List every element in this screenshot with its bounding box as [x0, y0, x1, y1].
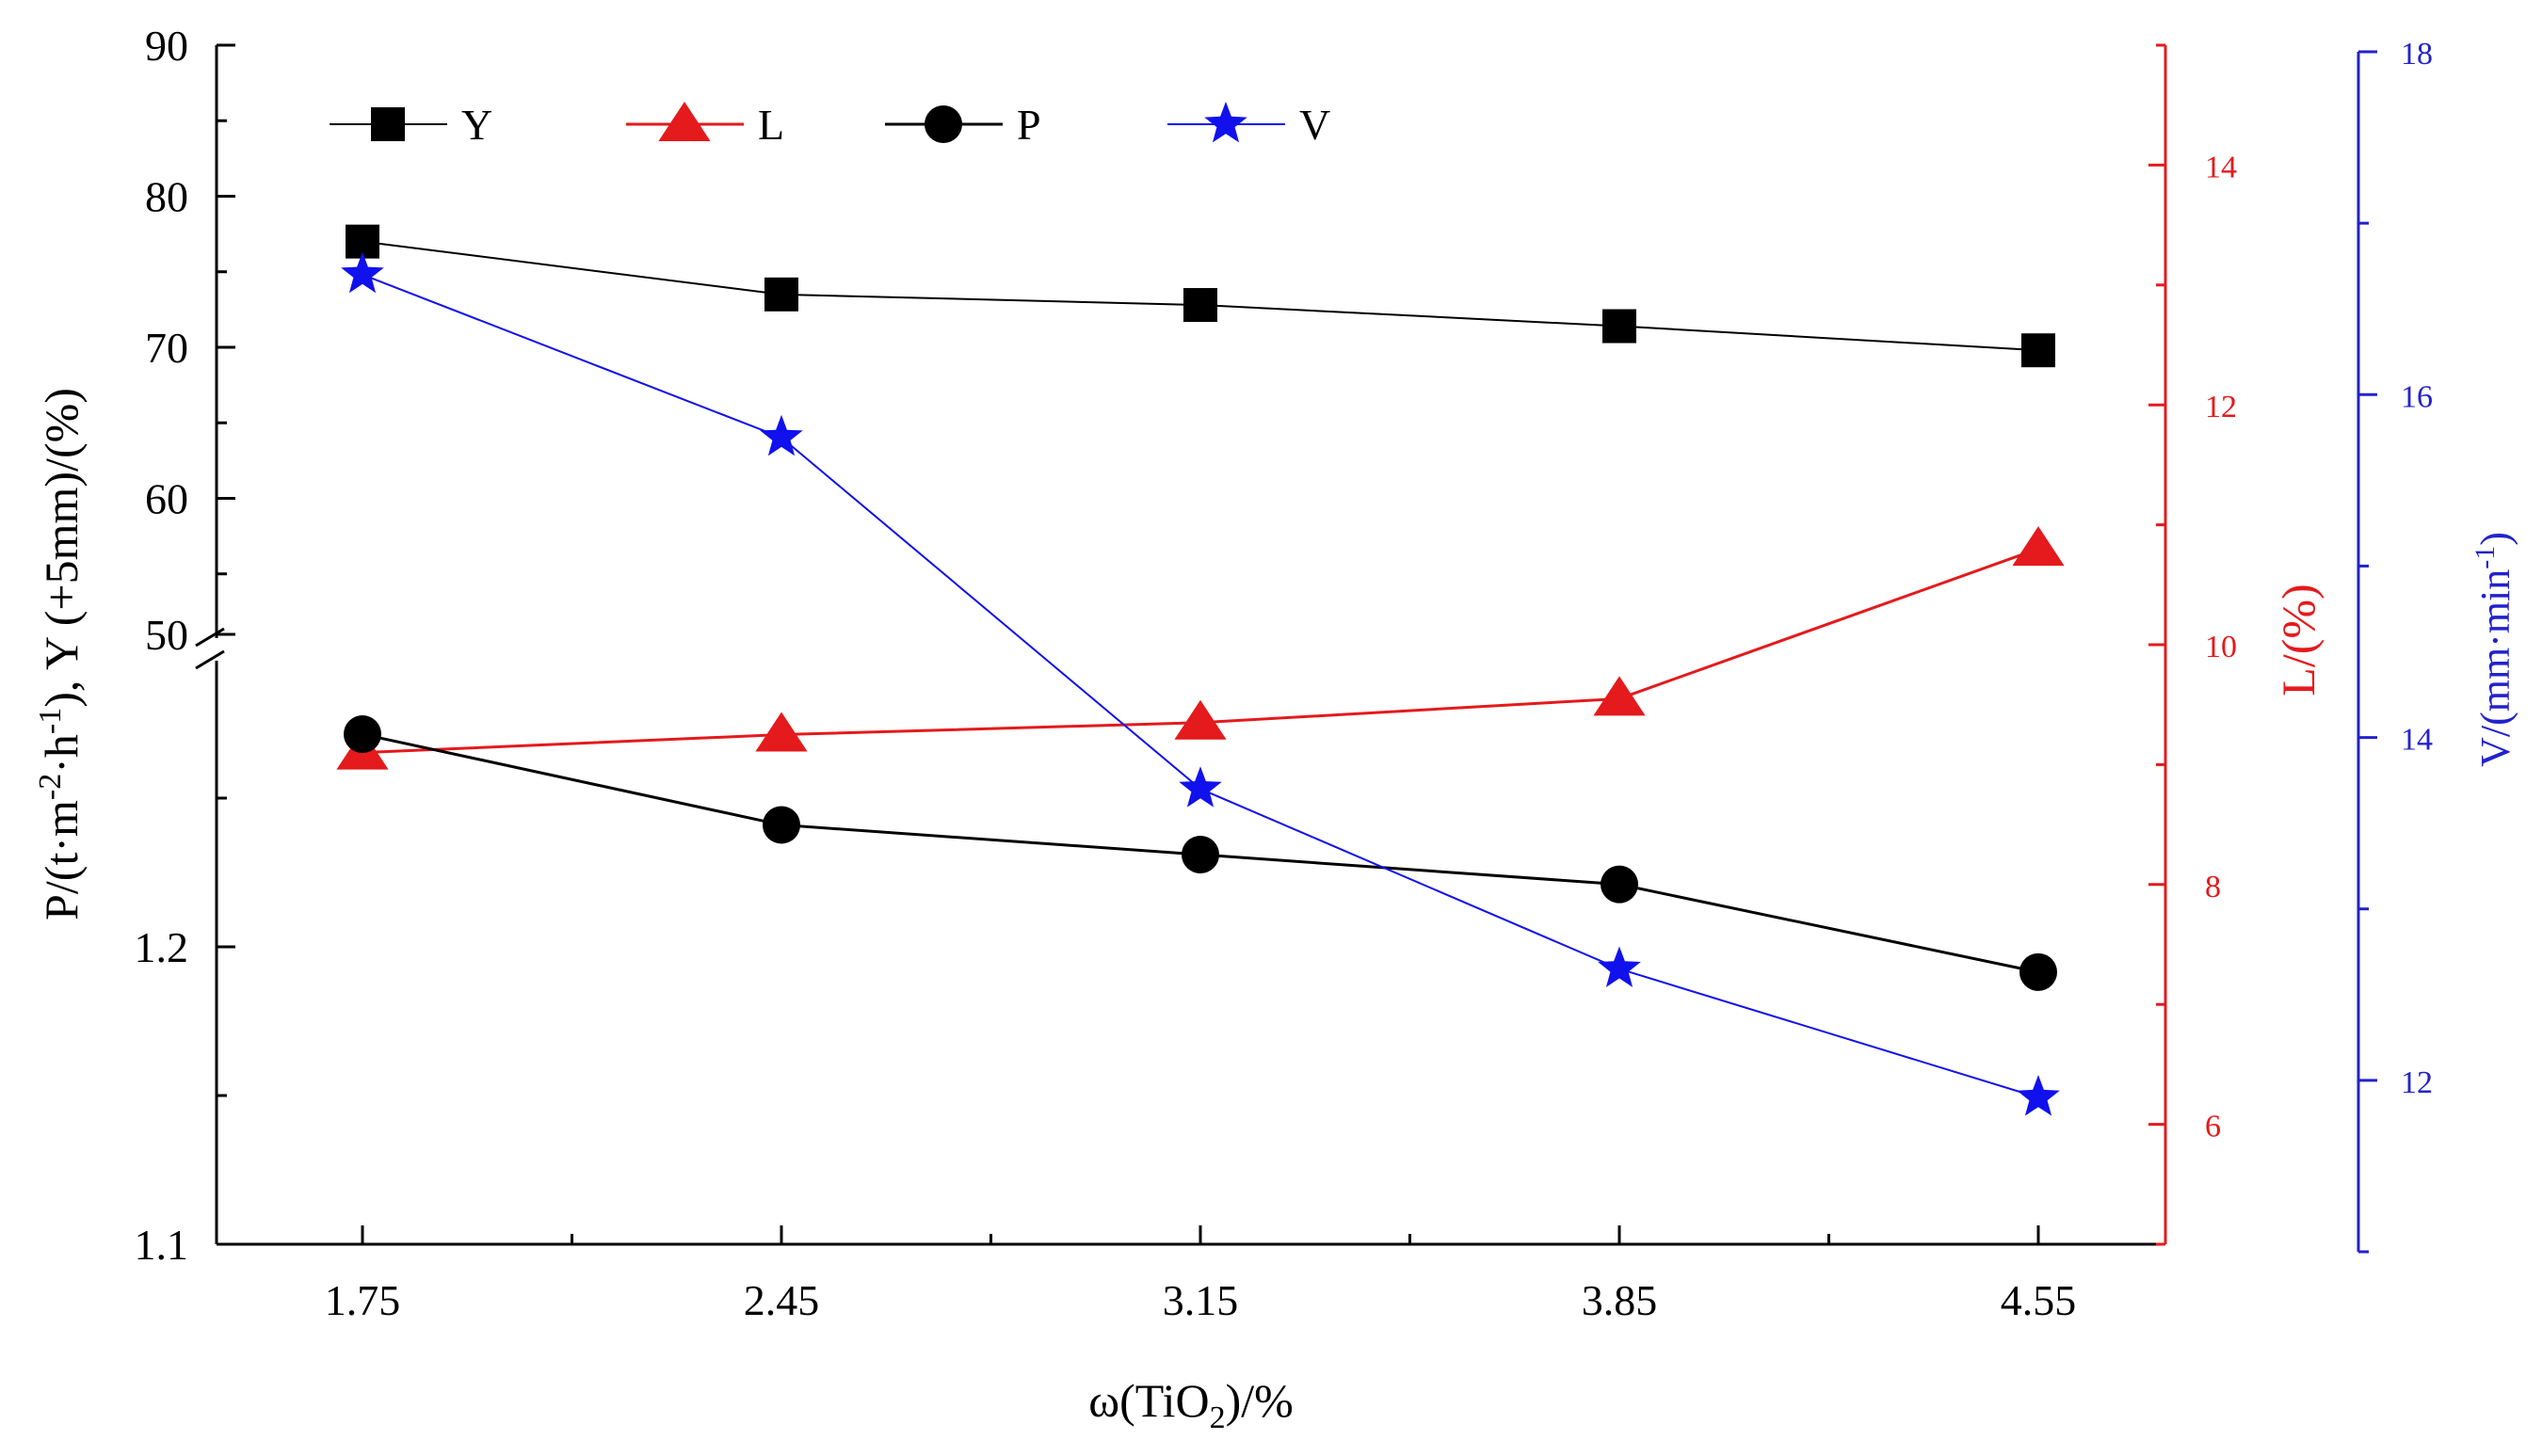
- point-y: [1183, 288, 1217, 323]
- axis-break-mark: [195, 627, 225, 648]
- x-tick-label: 4.55: [2001, 1276, 2077, 1324]
- point-l: [1174, 699, 1227, 740]
- point-l: [2012, 526, 2065, 567]
- legend-marker-l: [658, 102, 711, 141]
- p-tick-label: 1.2: [135, 923, 189, 971]
- legend-marker-y: [371, 107, 405, 141]
- v-tick-label: 18: [2401, 37, 2433, 72]
- left-axis-title: P/(t·m-2·h-1), Y (+5mm)/(%): [33, 388, 88, 920]
- point-p: [2019, 952, 2057, 991]
- axis-labels: ω(TiO2)/% P/(t·m-2·h-1), Y (+5mm)/(%) L/(%…: [33, 388, 2518, 1435]
- y-tick-label: 60: [145, 475, 188, 523]
- point-p: [344, 715, 381, 754]
- point-p: [763, 806, 800, 844]
- y-tick-label: 80: [145, 173, 188, 221]
- point-l: [755, 712, 808, 752]
- x-tick-label: 3.85: [1582, 1276, 1658, 1324]
- axes-group: 50 60 70 80 90 1.1 1.2 1.75 2.45 3.15 3.85 4.55 6 8 10…: [135, 22, 2434, 1324]
- legend-label-p: P: [1017, 101, 1041, 149]
- x-axis-title: ω(TiO2)/%: [1088, 1374, 1294, 1435]
- y-tick-label: 50: [145, 611, 188, 659]
- axis-break-mark: [195, 649, 225, 670]
- point-v: [760, 414, 803, 456]
- right-axis-v-title: V/(mm·min-1): [2470, 532, 2518, 767]
- point-y: [1602, 309, 1636, 344]
- point-p: [1601, 865, 1638, 904]
- point-v: [1598, 946, 1641, 987]
- series-group: [336, 224, 2065, 1116]
- y-tick-label: 90: [145, 22, 188, 70]
- point-y: [2021, 333, 2055, 368]
- v-tick-label: 16: [2401, 379, 2433, 414]
- l-tick-label: 6: [2205, 1110, 2221, 1144]
- p-tick-label: 1.1: [135, 1221, 189, 1269]
- l-tick-label: 14: [2205, 150, 2237, 184]
- point-l: [1593, 676, 1646, 716]
- v-tick-label: 12: [2401, 1065, 2433, 1100]
- x-tick-label: 2.45: [744, 1276, 820, 1324]
- y-tick-label: 70: [145, 324, 188, 372]
- l-tick-label: 10: [2205, 630, 2237, 664]
- legend-marker-v: [1204, 102, 1247, 143]
- point-v: [2017, 1075, 2060, 1116]
- l-tick-label: 8: [2205, 870, 2221, 904]
- legend-label-v: V: [1299, 101, 1330, 149]
- point-y: [764, 277, 798, 312]
- point-v: [1179, 766, 1222, 808]
- v-tick-label: 14: [2401, 723, 2433, 758]
- series-line-v: [362, 273, 2039, 1099]
- legend-marker-p: [925, 105, 962, 143]
- legend-label-l: L: [758, 101, 784, 149]
- legend-label-y: Y: [461, 101, 492, 149]
- right-axis-l-title: L/(%): [2272, 584, 2325, 696]
- x-tick-label: 3.15: [1163, 1276, 1239, 1324]
- point-v: [341, 251, 384, 294]
- point-p: [1182, 836, 1219, 874]
- x-tick-label: 1.75: [325, 1276, 401, 1324]
- l-tick-label: 12: [2205, 390, 2237, 424]
